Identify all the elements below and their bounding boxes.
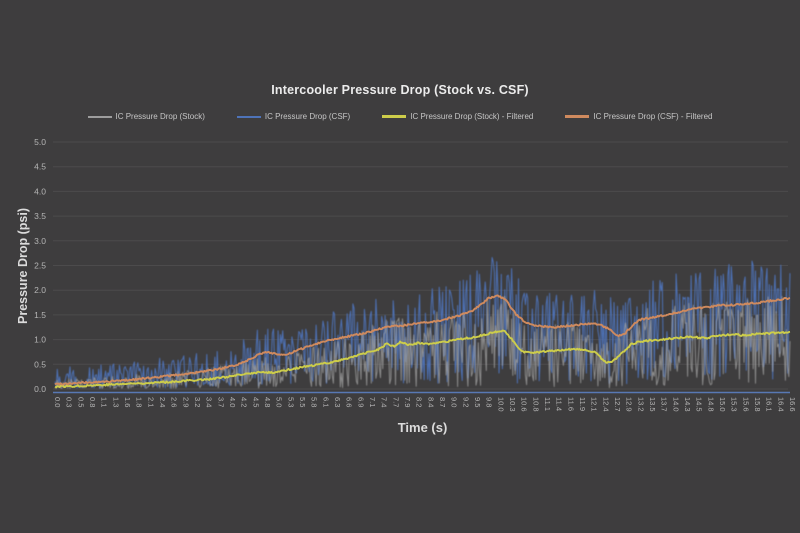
x-tick-label: 14.0 (671, 397, 680, 412)
y-tick-label: 2.5 (34, 261, 46, 271)
x-tick-label: 0.5 (76, 397, 85, 407)
x-tick-label: 1.1 (100, 397, 109, 407)
y-tick-label: 3.0 (34, 236, 46, 246)
x-tick-label: 5.8 (310, 397, 319, 407)
legend-item-csf[interactable]: IC Pressure Drop (CSF) (236, 112, 351, 121)
x-tick-label: 8.7 (438, 397, 447, 407)
x-tick-label: 7.9 (403, 397, 412, 407)
x-tick-label: 8.4 (426, 397, 435, 407)
y-tick-label: 2.0 (34, 285, 46, 295)
x-tick-label: 12.7 (613, 397, 622, 412)
legend-swatch-stock (87, 115, 112, 118)
x-tick-label: 3.2 (193, 397, 202, 407)
x-tick-label: 15.6 (741, 397, 750, 412)
x-tick-label: 6.1 (321, 397, 330, 407)
x-tick-label: 9.2 (461, 397, 470, 407)
x-tick-label: 11.1 (543, 397, 552, 411)
x-tick-label: 15.3 (730, 397, 739, 412)
x-tick-label: 8.2 (415, 397, 424, 407)
x-tick-label: 10.8 (531, 397, 540, 412)
y-tick-label: 1.5 (34, 310, 46, 320)
legend-item-stock[interactable]: IC Pressure Drop (Stock) (87, 112, 205, 121)
x-tick-label: 7.7 (391, 397, 400, 407)
legend-label-stock: IC Pressure Drop (Stock) (115, 112, 205, 121)
x-tick-label: 7.1 (368, 397, 377, 407)
x-tick-label: 2.1 (146, 397, 155, 407)
x-tick-label: 6.6 (345, 397, 354, 407)
y-axis-title: Pressure Drop (psi) (16, 208, 30, 325)
legend-swatch-csf (236, 115, 261, 118)
x-tick-label: 16.6 (788, 397, 797, 412)
legend-swatch-stock-filtered (382, 115, 407, 118)
x-tick-label: 13.2 (636, 397, 645, 412)
x-tick-label: 13.7 (660, 397, 669, 412)
x-tick-label: 0.8 (88, 397, 97, 407)
y-tick-label: 5.0 (34, 137, 46, 147)
x-tick-label: 4.8 (263, 397, 272, 407)
x-tick-label: 4.0 (228, 397, 237, 407)
legend-swatch-csf-filtered (565, 115, 590, 118)
x-tick-label: 15.8 (753, 397, 762, 412)
x-tick-label: 9.8 (485, 397, 494, 407)
x-tick-label: 14.8 (706, 397, 715, 412)
x-tick-label: 7.4 (380, 397, 389, 407)
x-tick-label: 14.3 (683, 397, 692, 412)
x-tick-label: 11.9 (578, 397, 587, 411)
y-tick-label: 4.0 (34, 186, 46, 196)
x-tick-label: 1.6 (123, 397, 132, 407)
x-tick-label: 1.3 (111, 397, 120, 407)
chart-legend: IC Pressure Drop (Stock) IC Pressure Dro… (0, 112, 800, 121)
x-tick-label: 10.3 (508, 397, 517, 412)
y-tick-label: 3.5 (34, 211, 46, 221)
legend-item-csf-filtered[interactable]: IC Pressure Drop (CSF) - Filtered (565, 112, 713, 121)
x-tick-label: 0.3 (65, 397, 74, 407)
y-tick-label: 1.0 (34, 335, 46, 345)
x-tick-label: 16.4 (776, 397, 785, 412)
x-tick-label: 5.3 (286, 397, 295, 407)
x-tick-label: 6.3 (333, 397, 342, 407)
x-tick-label: 3.7 (216, 397, 225, 407)
x-tick-label: 16.1 (765, 397, 774, 412)
x-tick-label: 5.5 (298, 397, 307, 407)
x-tick-label: 12.1 (590, 397, 599, 412)
x-tick-label: 11.6 (566, 397, 575, 411)
chart-title: Intercooler Pressure Drop (Stock vs. CSF… (271, 83, 529, 97)
x-tick-label: 2.4 (158, 397, 167, 407)
x-tick-label: 10.0 (496, 397, 505, 412)
x-tick-label: 13.5 (648, 397, 657, 412)
x-tick-label: 2.9 (181, 397, 190, 407)
x-tick-label: 4.5 (251, 397, 260, 407)
x-tick-label: 5.0 (275, 397, 284, 407)
x-tick-label: 15.0 (718, 397, 727, 412)
x-tick-label: 12.9 (625, 397, 634, 412)
x-tick-label: 11.4 (555, 397, 564, 411)
legend-label-csf: IC Pressure Drop (CSF) (264, 112, 351, 121)
x-tick-label: 9.0 (450, 397, 459, 407)
y-tick-label: 0.0 (34, 384, 46, 394)
x-tick-label: 4.2 (240, 397, 249, 407)
y-tick-label: 4.5 (34, 162, 46, 172)
x-tick-label: 1.8 (135, 397, 144, 407)
y-tick-label: 0.5 (34, 359, 46, 369)
x-tick-label: 2.6 (170, 397, 179, 407)
x-tick-label: 12.4 (601, 397, 610, 412)
legend-label-stock-filtered: IC Pressure Drop (Stock) - Filtered (410, 112, 534, 121)
x-axis-title: Time (s) (397, 420, 448, 435)
x-tick-label: 3.4 (205, 397, 214, 407)
x-tick-label: 10.6 (520, 397, 529, 412)
x-tick-label: 6.9 (356, 397, 365, 407)
legend-item-stock-filtered[interactable]: IC Pressure Drop (Stock) - Filtered (382, 112, 533, 121)
x-tick-label: 9.5 (473, 397, 482, 407)
series-line-3 (54, 294, 791, 386)
x-tick-label: 0.0 (53, 397, 62, 407)
series-line-2 (54, 329, 791, 389)
x-tick-label: 14.5 (695, 397, 704, 412)
legend-label-csf-filtered: IC Pressure Drop (CSF) - Filtered (593, 112, 713, 121)
